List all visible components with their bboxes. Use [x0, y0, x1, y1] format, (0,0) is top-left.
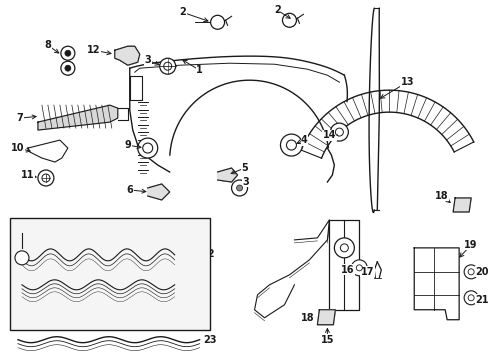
Text: 3: 3 — [144, 55, 151, 65]
Circle shape — [65, 50, 71, 56]
Text: 23: 23 — [203, 335, 216, 345]
Text: 9: 9 — [124, 140, 131, 150]
Text: 20: 20 — [474, 267, 488, 277]
Polygon shape — [217, 168, 237, 182]
Circle shape — [61, 61, 75, 75]
Text: 5: 5 — [241, 163, 247, 173]
Circle shape — [210, 15, 224, 29]
Circle shape — [15, 251, 29, 265]
Circle shape — [282, 13, 296, 27]
Text: 15: 15 — [320, 335, 333, 345]
Text: 8: 8 — [44, 40, 51, 50]
Text: 21: 21 — [474, 295, 488, 305]
Text: 11: 11 — [21, 170, 35, 180]
Circle shape — [463, 265, 477, 279]
Polygon shape — [38, 105, 118, 130]
Text: 2: 2 — [274, 5, 280, 15]
Text: 19: 19 — [464, 240, 477, 250]
Circle shape — [334, 238, 354, 258]
Text: 14: 14 — [322, 130, 335, 140]
Circle shape — [280, 134, 302, 156]
Text: 7: 7 — [17, 113, 23, 123]
Text: 18: 18 — [434, 191, 448, 201]
Text: 4: 4 — [301, 135, 307, 145]
Circle shape — [463, 291, 477, 305]
Circle shape — [351, 260, 366, 276]
Text: 12: 12 — [87, 45, 101, 55]
Text: 2: 2 — [179, 7, 185, 17]
Text: 6: 6 — [126, 185, 133, 195]
Circle shape — [138, 138, 158, 158]
Circle shape — [160, 58, 175, 74]
Circle shape — [231, 180, 247, 196]
Text: 16: 16 — [340, 265, 353, 275]
Polygon shape — [452, 198, 470, 212]
Circle shape — [163, 62, 171, 70]
Text: 17: 17 — [360, 267, 373, 277]
Text: 1: 1 — [196, 65, 203, 75]
Circle shape — [61, 46, 75, 60]
Bar — [10, 218, 209, 330]
Polygon shape — [147, 184, 169, 200]
Polygon shape — [317, 310, 335, 325]
Text: 22: 22 — [201, 249, 214, 259]
Text: 10: 10 — [11, 143, 25, 153]
Text: 3: 3 — [242, 177, 248, 187]
Circle shape — [330, 123, 347, 141]
Text: 18: 18 — [300, 313, 314, 323]
Circle shape — [38, 170, 54, 186]
Text: 13: 13 — [400, 77, 413, 87]
Circle shape — [236, 185, 242, 191]
Circle shape — [65, 65, 71, 71]
Polygon shape — [115, 46, 140, 65]
